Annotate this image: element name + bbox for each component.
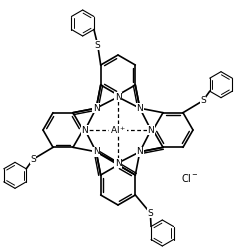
Text: N: N bbox=[148, 125, 154, 134]
Text: N: N bbox=[136, 104, 143, 113]
Text: N: N bbox=[93, 147, 100, 156]
Text: N: N bbox=[115, 92, 121, 102]
Text: Cl$^-$: Cl$^-$ bbox=[181, 172, 199, 184]
Text: S: S bbox=[95, 41, 100, 50]
Text: S: S bbox=[30, 155, 36, 164]
Text: S: S bbox=[147, 208, 153, 217]
Text: S: S bbox=[200, 96, 206, 105]
Text: N: N bbox=[93, 104, 100, 113]
Text: N: N bbox=[82, 125, 88, 134]
Text: N: N bbox=[115, 159, 121, 168]
Text: Al$^+$: Al$^+$ bbox=[110, 124, 126, 136]
Text: N: N bbox=[136, 147, 143, 156]
